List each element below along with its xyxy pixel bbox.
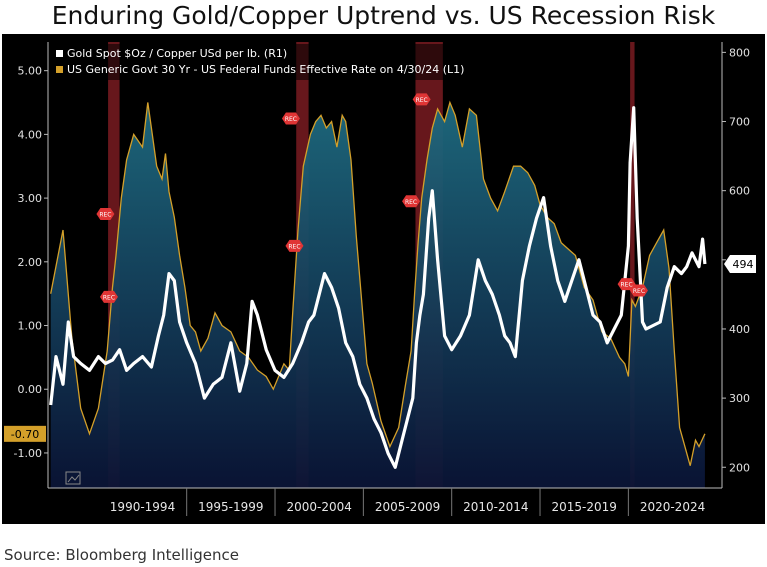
svg-text:REC: REC: [621, 282, 633, 289]
left-tick-label: 0.00: [18, 383, 43, 396]
right-tick-label: 400: [729, 323, 750, 336]
spread-line: [50, 100, 706, 466]
right-tick-label: 700: [729, 116, 750, 129]
rec-marker-2: REC: [99, 290, 118, 303]
legend-swatch: [56, 66, 63, 73]
x-tick-label: 2000-2004: [286, 500, 351, 514]
legend-swatch: [56, 50, 63, 57]
spread-last-value-tag: [4, 425, 46, 442]
x-tick-label: 2020-2024: [640, 500, 705, 514]
svg-text:REC: REC: [103, 294, 115, 301]
svg-text:REC: REC: [285, 116, 297, 123]
source-note: Source: Bloomberg Intelligence: [4, 546, 239, 564]
chart-type-icon: [65, 471, 81, 485]
svg-text:REC: REC: [416, 97, 428, 104]
right-tick-label: 300: [729, 392, 750, 405]
right-tick-label: 800: [729, 46, 750, 59]
left-tick-label: -1.00: [14, 447, 42, 460]
left-tick-label: 2.00: [18, 256, 43, 269]
right-tick-label: 200: [729, 461, 750, 474]
left-tick-label: 3.00: [18, 192, 43, 205]
rec-marker-7: REC: [617, 278, 636, 291]
gold-copper-last-value: 494: [733, 258, 754, 271]
left-tick-label: 1.00: [18, 320, 43, 333]
svg-text:REC: REC: [99, 212, 111, 219]
right-tick-label: 600: [729, 185, 750, 198]
x-tick-label: 2010-2014: [463, 500, 528, 514]
spread-area: [50, 102, 705, 488]
rec-marker-3: REC: [281, 112, 300, 125]
chart-svg: RECRECRECRECRECRECRECREC5.004.003.002.00…: [4, 42, 756, 516]
rec-marker-5: REC: [402, 195, 421, 208]
left-tick-label: 5.00: [18, 65, 43, 78]
x-tick-label: 1990-1994: [110, 500, 175, 514]
legend-entry: Gold Spot $Oz / Copper USd per lb. (R1): [67, 47, 287, 60]
legend-entry: US Generic Govt 30 Yr - US Federal Funds…: [67, 63, 464, 76]
gold-copper-last-value-tag: [724, 254, 756, 273]
rec-marker-1: REC: [96, 208, 115, 221]
left-tick-label: 4.00: [18, 128, 43, 141]
rec-marker-6: REC: [412, 93, 431, 106]
chart-panel: REC REC REC REC REC REC REC REC 5.00 4.00 3.00 2.00…: [2, 34, 765, 524]
rec-marker-8: REC: [629, 284, 648, 297]
x-tick-label: 2005-2009: [375, 500, 440, 514]
recession-band-1: [108, 42, 120, 488]
legend: Gold Spot $Oz / Copper USd per lb. (R1) U…: [52, 44, 538, 80]
svg-text:REC: REC: [633, 288, 645, 295]
svg-text:REC: REC: [405, 199, 417, 206]
recession-band-4: [630, 42, 635, 488]
x-tick-label: 1995-1999: [198, 500, 263, 514]
svg-text:REC: REC: [288, 243, 300, 250]
x-tick-label: 2015-2019: [551, 500, 616, 514]
rec-marker-4: REC: [285, 239, 304, 252]
gold-copper-line: [49, 106, 707, 469]
chart-title: Enduring Gold/Copper Uptrend vs. US Rece…: [51, 1, 716, 30]
spread-last-value: -0.70: [11, 428, 39, 441]
